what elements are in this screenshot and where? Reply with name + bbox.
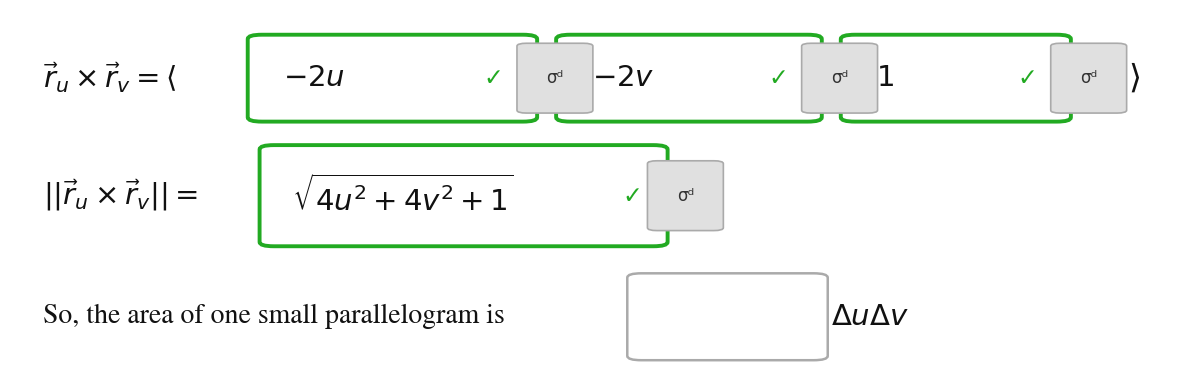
Text: σᵈ: σᵈ [546, 69, 564, 87]
Text: σᵈ: σᵈ [830, 69, 848, 87]
Text: $-2v$: $-2v$ [592, 64, 654, 92]
FancyBboxPatch shape [247, 35, 538, 122]
Text: $\vec{r}_u \times \vec{r}_v = \langle$: $\vec{r}_u \times \vec{r}_v = \langle$ [42, 61, 176, 95]
Text: $\sqrt{4u^2 + 4v^2 + 1}$: $\sqrt{4u^2 + 4v^2 + 1}$ [292, 175, 514, 216]
Text: σᵈ: σᵈ [677, 187, 694, 205]
FancyBboxPatch shape [628, 273, 828, 360]
Text: σᵈ: σᵈ [1080, 69, 1097, 87]
Text: So, the area of one small parallelogram is: So, the area of one small parallelogram … [42, 304, 504, 329]
Text: ,: , [594, 64, 604, 92]
Text: $||\vec{r}_u \times \vec{r}_v|| =$: $||\vec{r}_u \times \vec{r}_v|| =$ [42, 178, 198, 213]
Text: ,: , [878, 64, 888, 92]
FancyBboxPatch shape [802, 43, 877, 113]
FancyBboxPatch shape [259, 145, 667, 246]
Text: $\rangle$: $\rangle$ [1128, 61, 1140, 95]
Text: ✓: ✓ [1018, 66, 1037, 90]
Text: $-2u$: $-2u$ [283, 64, 346, 92]
Text: $\Delta u\Delta v$: $\Delta u\Delta v$ [832, 303, 910, 331]
Text: ✓: ✓ [484, 66, 503, 90]
FancyBboxPatch shape [841, 35, 1070, 122]
Text: $1$: $1$ [876, 64, 894, 92]
FancyBboxPatch shape [556, 35, 822, 122]
FancyBboxPatch shape [1051, 43, 1127, 113]
FancyBboxPatch shape [517, 43, 593, 113]
Text: ✓: ✓ [622, 184, 642, 208]
Text: ✓: ✓ [768, 66, 787, 90]
FancyBboxPatch shape [648, 161, 724, 231]
